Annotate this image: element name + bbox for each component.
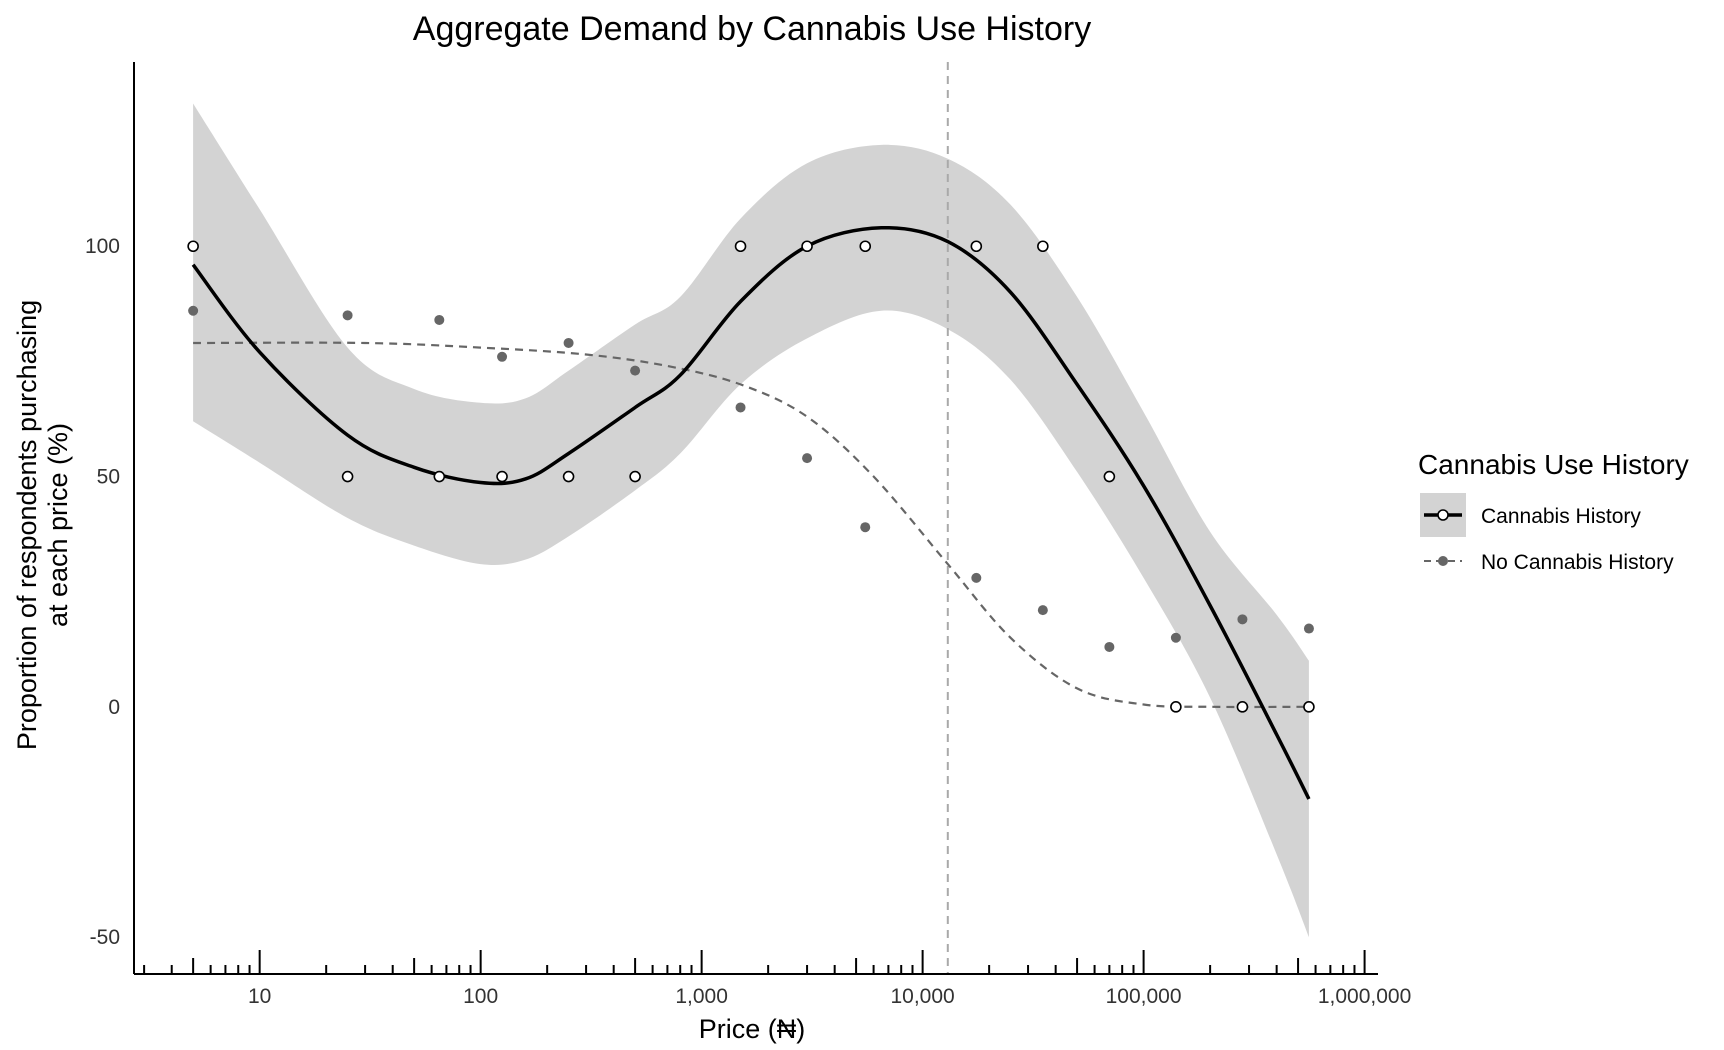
data-point-no-cannabis <box>1037 605 1048 616</box>
axes: -50 0 50 100 10 100 1,000 10,000 100,000 1,000,00… <box>85 62 1411 1008</box>
legend-label-no-cannabis: No Cannabis History <box>1481 551 1674 574</box>
data-point-cannabis <box>1103 470 1116 483</box>
data-point-cannabis <box>970 240 983 253</box>
legend-label-cannabis: Cannabis History <box>1481 505 1641 528</box>
x-tick-label: 1,000 <box>675 985 728 1008</box>
x-tick-label: 10,000 <box>890 985 954 1008</box>
data-point-no-cannabis <box>630 365 641 376</box>
data-point-cannabis <box>1037 240 1049 253</box>
x-tick-label: 10 <box>248 985 271 1008</box>
data-point-no-cannabis <box>434 314 445 325</box>
data-point-cannabis <box>341 470 354 483</box>
data-point-cannabis <box>859 240 872 253</box>
legend-key-marker-no-cannabis <box>1438 556 1448 566</box>
smooth-line-no-cannabis <box>193 341 1309 709</box>
data-point-no-cannabis <box>802 453 813 464</box>
data-point-cannabis <box>187 240 199 253</box>
data-point-cannabis <box>629 470 641 483</box>
data-point-cannabis <box>801 240 813 253</box>
data-point-no-cannabis <box>860 522 871 533</box>
x-tick-label: 100,000 <box>1106 985 1182 1008</box>
legend-key-marker-cannabis <box>1437 509 1449 521</box>
x-tick-label: 100 <box>463 985 498 1008</box>
data-point-cannabis <box>1170 701 1182 713</box>
smooth-line-cannabis <box>191 225 1311 800</box>
data-point-cannabis <box>1303 701 1315 713</box>
y-tick-label: 100 <box>85 235 120 258</box>
y-tick-label: 50 <box>97 466 120 489</box>
legend: Cannabis Use History Cannabis History No… <box>1418 449 1689 574</box>
data-point-cannabis <box>1236 701 1249 713</box>
data-point-no-cannabis <box>497 351 508 362</box>
data-point-cannabis <box>433 470 446 483</box>
y-axis-title-line-1: Proportion of respondents purchasing <box>12 300 42 750</box>
y-axis-title-line-2: at each price (%) <box>43 423 73 627</box>
y-tick-label: -50 <box>90 926 120 949</box>
confidence-band-layer <box>193 103 1309 938</box>
data-point-cannabis <box>496 470 508 483</box>
data-point-cannabis <box>734 240 747 253</box>
x-axis-title: Price (₦) <box>699 1014 806 1044</box>
data-point-no-cannabis <box>563 337 574 348</box>
data-point-no-cannabis <box>188 305 199 316</box>
data-point-no-cannabis <box>735 402 746 413</box>
data-point-no-cannabis <box>1237 614 1248 625</box>
y-tick-label: 0 <box>108 696 120 719</box>
data-point-layer <box>187 240 1315 713</box>
data-point-no-cannabis <box>971 572 982 583</box>
legend-title: Cannabis Use History <box>1418 449 1689 480</box>
data-point-no-cannabis <box>342 310 353 321</box>
data-point-no-cannabis <box>1303 623 1314 634</box>
data-point-cannabis <box>562 470 575 483</box>
confidence-band-cannabis <box>193 103 1309 938</box>
data-point-no-cannabis <box>1170 632 1181 643</box>
x-tick-label: 1,000,000 <box>1318 985 1411 1008</box>
chart-title: Aggregate Demand by Cannabis Use History <box>413 10 1091 48</box>
smooth-line-layer <box>191 225 1311 800</box>
data-point-no-cannabis <box>1104 641 1115 652</box>
